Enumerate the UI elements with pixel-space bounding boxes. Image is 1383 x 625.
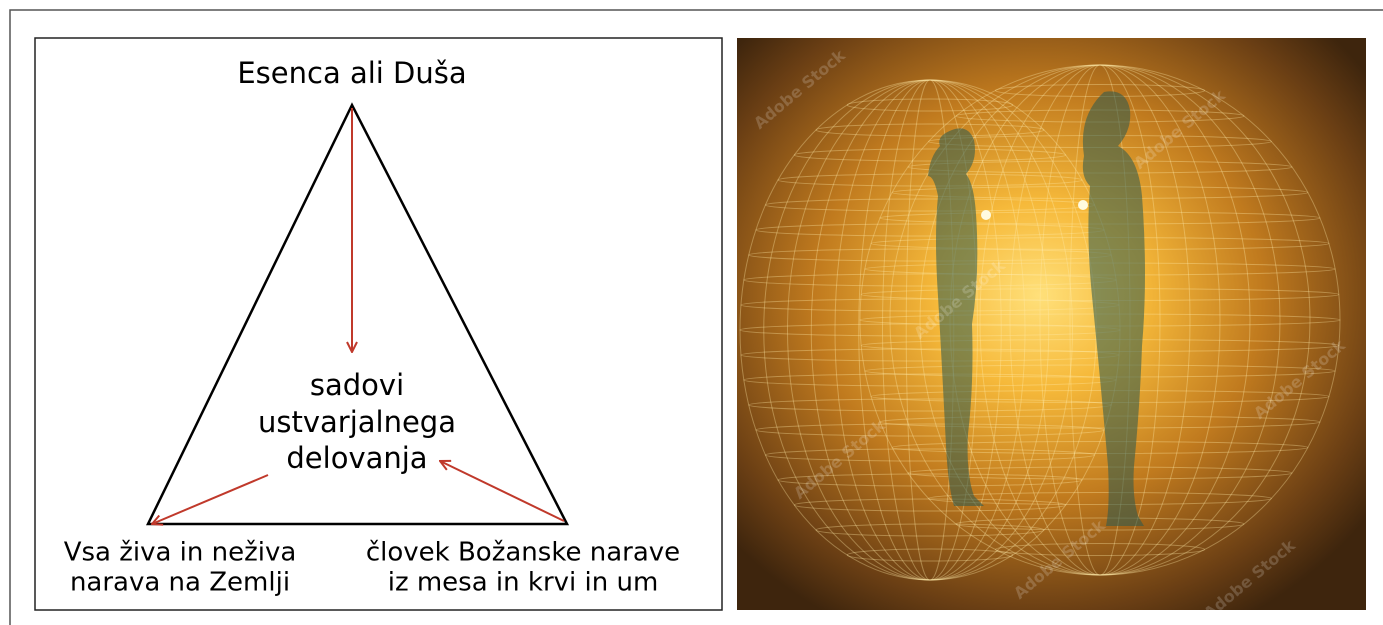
center-label: delovanja (286, 441, 427, 475)
center-label: sadovi (310, 368, 404, 402)
diagram-panel: Esenca ali Duša sadovi ustvarjalnega del… (35, 38, 722, 610)
bottom-left-label: Vsa živa in neživa (64, 538, 297, 568)
light-point (981, 210, 991, 220)
bottom-left-label: narava na Zemlji (70, 568, 290, 598)
page: Esenca ali Duša sadovi ustvarjalnega del… (0, 0, 1383, 625)
bottom-right-label: človek Božanske narave (366, 538, 680, 568)
center-label: ustvarjalnega (258, 405, 456, 439)
apex-label: Esenca ali Duša (237, 56, 466, 90)
light-point (1078, 200, 1088, 210)
bottom-right-label: iz mesa in krvi in um (388, 568, 659, 598)
